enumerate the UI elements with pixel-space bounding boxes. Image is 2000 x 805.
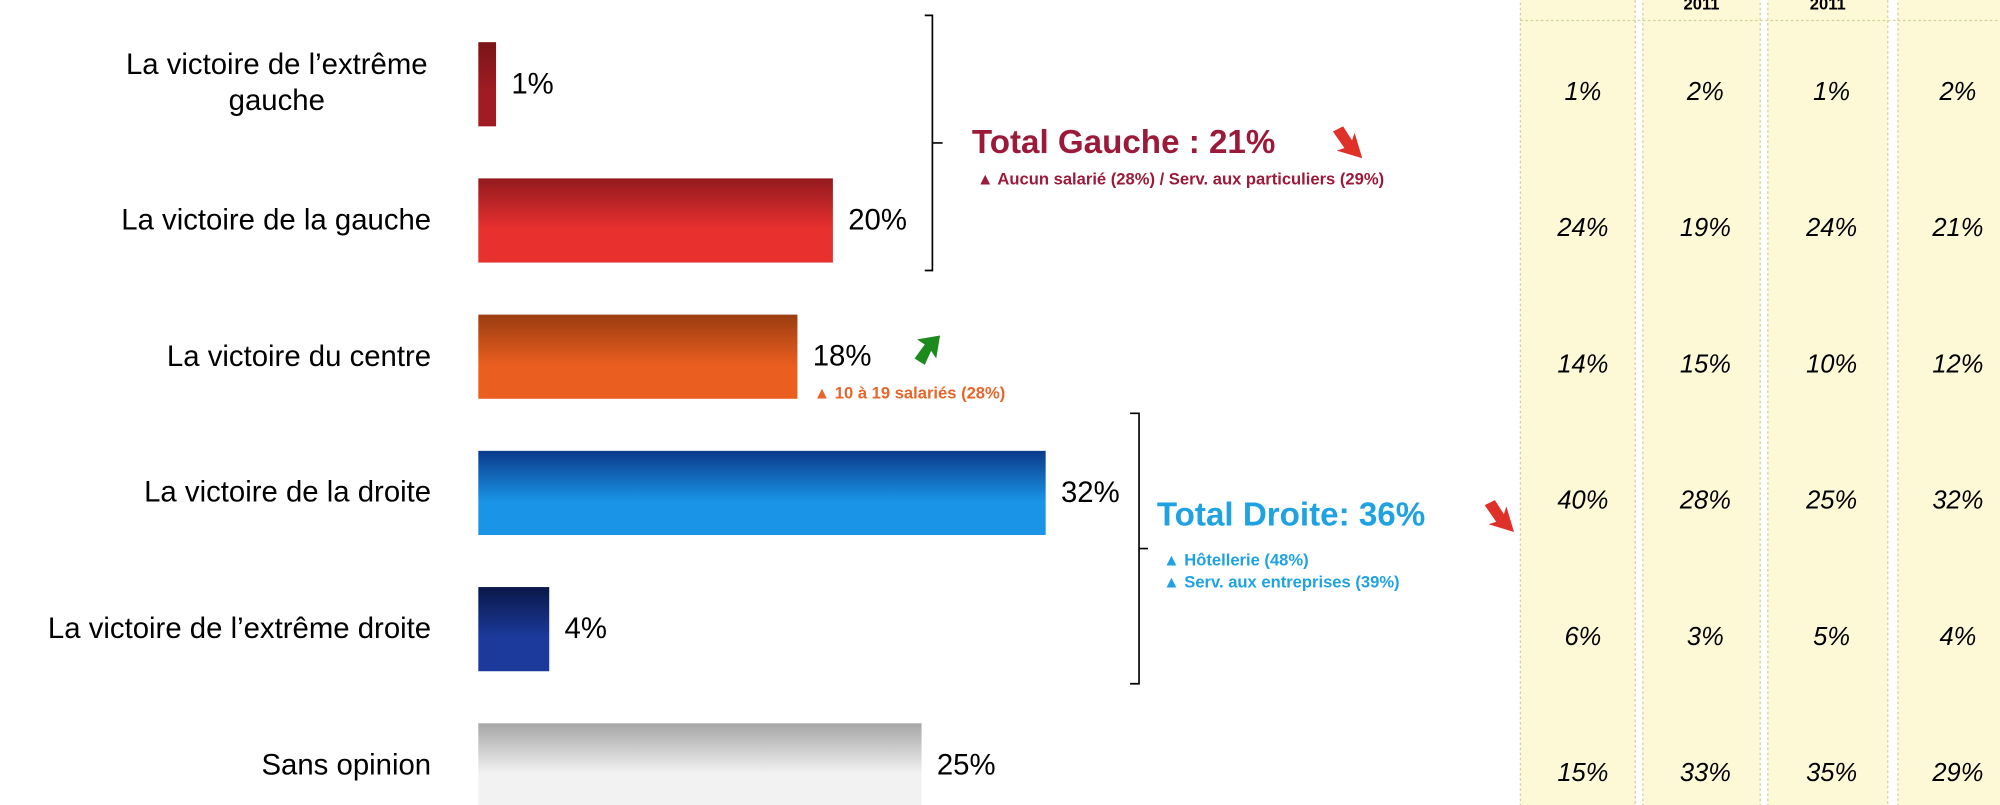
- table-header: 2011: [1810, 0, 1846, 14]
- bar: [478, 178, 833, 263]
- category-label: La victoire de l’extrême droite: [47, 611, 432, 645]
- table-column: [1897, 0, 2000, 805]
- arrow-down: [1484, 500, 1515, 532]
- arrow-down: [1332, 126, 1363, 159]
- annotation: Total Droite: 36%: [1157, 496, 1425, 533]
- table-cell: 1%: [1813, 78, 1850, 106]
- table-cell: 6%: [1564, 623, 1601, 651]
- category-label: La victoire de l’extrême gauche: [125, 47, 428, 117]
- table-column: [1519, 0, 1636, 805]
- annotation: ▲ Serv. aux entreprises (39%): [1163, 572, 1399, 591]
- table-cell: 29%: [1931, 759, 1983, 787]
- category-label: La victoire de la droite: [144, 475, 432, 509]
- bracket-droite: [1130, 412, 1148, 685]
- table-cell: 19%: [1680, 214, 1731, 242]
- value-label: 1%: [511, 67, 553, 100]
- category-label: La victoire de la gauche: [121, 202, 432, 236]
- table-cell: 2%: [1686, 78, 1724, 106]
- category-label-box: La victoire de l’extrême gauche: [125, 47, 428, 117]
- category-label-box: La victoire du centre: [166, 338, 432, 373]
- table-column: [1642, 0, 1761, 805]
- table-cell: 2%: [1938, 78, 1976, 106]
- table-cell: 32%: [1932, 487, 1983, 515]
- table-cell: 12%: [1932, 350, 1983, 378]
- bar: [478, 314, 798, 399]
- table-cell: 35%: [1806, 759, 1857, 787]
- category-label: Sans opinion: [261, 747, 432, 781]
- table-cell: 15%: [1557, 759, 1608, 787]
- table-cell: 24%: [1805, 214, 1857, 242]
- table-bg: [1519, 0, 2000, 805]
- value-label: 20%: [848, 204, 907, 237]
- table-cell: 21%: [1931, 214, 1983, 242]
- table-cell: 14%: [1557, 350, 1608, 378]
- bar: [478, 42, 497, 127]
- bar: [478, 587, 550, 672]
- table-header: 2011: [1684, 0, 1720, 14]
- table-cell: 5%: [1813, 623, 1850, 651]
- category-label-box: La victoire de la gauche: [121, 202, 432, 236]
- table-column: [1767, 0, 1889, 805]
- table-cell: 4%: [1939, 623, 1976, 651]
- table-cell: 24%: [1556, 214, 1608, 242]
- table-cell: 25%: [1805, 487, 1857, 515]
- table-cell: 10%: [1806, 350, 1857, 378]
- table-cell: 28%: [1679, 487, 1731, 515]
- category-label-box: La victoire de la droite: [144, 475, 432, 509]
- table-cell: 15%: [1680, 350, 1731, 378]
- value-label: 18%: [813, 340, 872, 373]
- bar: [478, 450, 1046, 536]
- table-cell: 3%: [1687, 623, 1724, 651]
- bracket-gauche: [924, 14, 943, 272]
- table-cell: 40%: [1557, 487, 1608, 515]
- arrow-up: [914, 335, 941, 365]
- value-label: 32%: [1061, 476, 1120, 509]
- table-cell: 1%: [1564, 78, 1601, 106]
- annotation: ▲ 10 à 19 salariés (28%): [814, 384, 1006, 403]
- annotation: Total Gauche : 21%: [972, 124, 1275, 161]
- value-label: 25%: [937, 748, 996, 781]
- annotation: ▲ Hôtellerie (48%): [1163, 551, 1308, 570]
- category-label-box: La victoire de l’extrême droite: [47, 611, 432, 645]
- category-label-box: Sans opinion: [261, 747, 432, 781]
- table-cell: 33%: [1680, 759, 1731, 787]
- category-label: La victoire du centre: [166, 338, 432, 373]
- annotation: ▲ Aucun salarié (28%) / Serv. aux partic…: [977, 169, 1384, 188]
- value-label: 4%: [565, 612, 607, 645]
- bar: [478, 723, 922, 805]
